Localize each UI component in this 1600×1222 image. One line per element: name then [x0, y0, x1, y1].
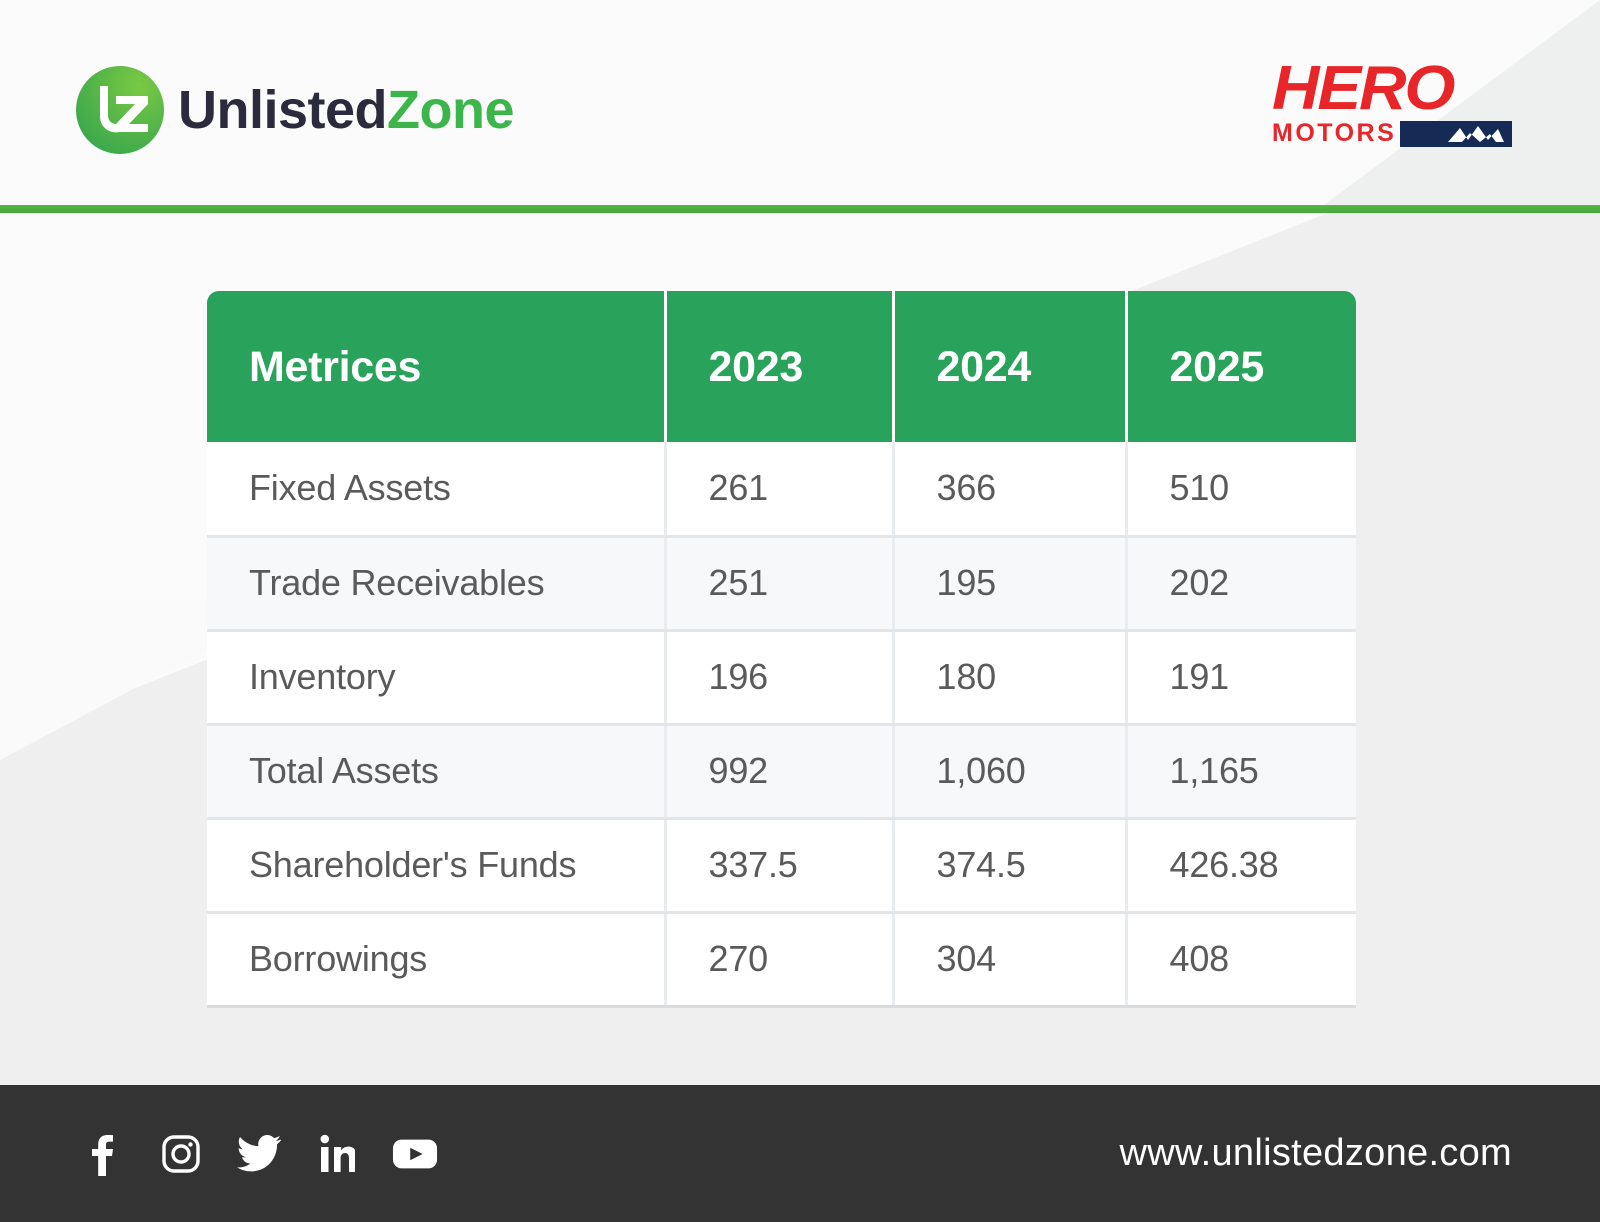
column-header-2024[interactable]: 2024: [893, 291, 1128, 442]
cell-metric: Shareholder's Funds: [207, 818, 667, 914]
table-row: Trade Receivables 251 195 202: [207, 536, 1356, 632]
table-row: Total Assets 992 1,060 1,165: [207, 724, 1356, 820]
cell-2025: 408: [1126, 912, 1356, 1008]
cell-2024: 195: [893, 536, 1128, 632]
brand-wordmark: UnlistedZone: [178, 80, 515, 140]
hero-wave-mark: [1448, 125, 1504, 142]
page-header: UnlistedZone HERO MOTORS: [0, 0, 1600, 205]
cell-2025: 426.38: [1126, 818, 1356, 914]
cell-2024: 180: [893, 630, 1128, 726]
cell-2023: 270: [665, 912, 895, 1008]
cell-2023: 337.5: [665, 818, 895, 914]
cell-metric: Borrowings: [207, 912, 667, 1008]
instagram-icon[interactable]: [158, 1131, 204, 1177]
column-header-2025[interactable]: 2025: [1126, 291, 1356, 442]
cell-metric: Inventory: [207, 630, 667, 726]
unlistedzone-logo[interactable]: UnlistedZone: [76, 66, 515, 154]
hero-navy-bar: [1400, 120, 1512, 147]
cell-2025: 1,165: [1126, 724, 1356, 820]
facebook-icon[interactable]: [80, 1131, 126, 1177]
table-header: Metrices 2023 2024 2025: [207, 291, 1356, 442]
table-row: Shareholder's Funds 337.5 374.5 426.38: [207, 818, 1356, 914]
table-row: Borrowings 270 304 408: [207, 912, 1356, 1008]
cell-2024: 1,060: [893, 724, 1128, 820]
website-url[interactable]: www.unlistedzone.com: [1119, 1132, 1512, 1174]
social-links: [80, 1131, 438, 1177]
cell-metric: Trade Receivables: [207, 536, 667, 632]
cell-2024: 366: [893, 442, 1128, 538]
cell-2025: 191: [1126, 630, 1356, 726]
cell-2025: 510: [1126, 442, 1356, 538]
hero-wordmark: HERO: [1272, 54, 1456, 123]
cell-2025: 202: [1126, 536, 1356, 632]
background-top-panel: [0, 0, 1600, 212]
cell-2023: 261: [665, 442, 895, 538]
linkedin-icon[interactable]: [314, 1131, 360, 1177]
brand-name-part2: Zone: [387, 80, 515, 140]
brand-name-part1: Unlisted: [178, 80, 388, 140]
column-header-2023[interactable]: 2023: [665, 291, 895, 442]
hero-motors-subtitle: MOTORS: [1272, 119, 1397, 148]
cell-metric: Fixed Assets: [207, 442, 667, 538]
cell-metric: Total Assets: [207, 724, 667, 820]
table-header-row: Metrices 2023 2024 2025: [207, 291, 1356, 442]
cell-2024: 304: [893, 912, 1128, 1008]
metrics-table: Metrices 2023 2024 2025 Fixed Assets 261…: [207, 291, 1356, 1008]
cell-2023: 992: [665, 724, 895, 820]
table-row: Inventory 196 180 191: [207, 630, 1356, 726]
cell-2024: 374.5: [893, 818, 1128, 914]
metrics-table-container: Metrices 2023 2024 2025 Fixed Assets 261…: [207, 291, 1356, 1008]
twitter-icon[interactable]: [236, 1131, 282, 1177]
cell-2023: 196: [665, 630, 895, 726]
hero-subtitle-row: MOTORS: [1272, 119, 1512, 148]
column-header-metrices[interactable]: Metrices: [207, 291, 667, 442]
page-footer: www.unlistedzone.com: [0, 1085, 1600, 1222]
cell-2023: 251: [665, 536, 895, 632]
header-divider: [0, 205, 1600, 213]
table-row: Fixed Assets 261 366 510: [207, 442, 1356, 538]
youtube-icon[interactable]: [392, 1131, 438, 1177]
hero-motors-logo: HERO MOTORS: [1272, 58, 1512, 160]
uz-badge-icon: [76, 66, 164, 154]
table-body: Fixed Assets 261 366 510 Trade Receivabl…: [207, 442, 1356, 1008]
